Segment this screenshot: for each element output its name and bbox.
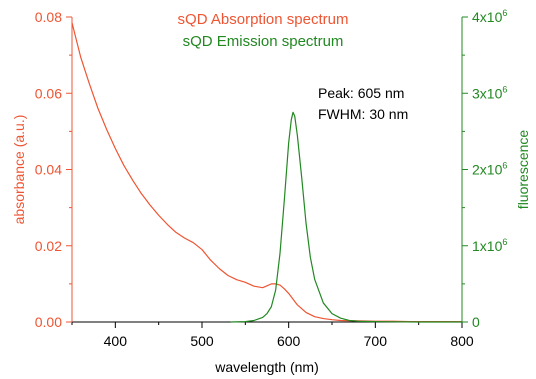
y2-tick-label: 0	[472, 314, 480, 330]
y-axis-right-ticks: 0 1x106 2x106 3x106 4x106	[462, 8, 507, 330]
y2-tick-label: 3x106	[472, 84, 507, 101]
y-tick-label: 0.06	[35, 85, 62, 101]
y-tick-label: 0.04	[35, 162, 62, 178]
x-axis-label: wavelength (nm)	[214, 359, 319, 375]
y-axis-right-label: fluorescence	[515, 130, 531, 210]
y2-tick-label: 4x106	[472, 8, 507, 25]
y2-tick-label: 1x106	[472, 237, 507, 254]
x-tick-label: 500	[190, 333, 214, 349]
y-tick-label: 0.08	[35, 9, 62, 25]
x-axis-ticks: 400 500 600 700 800	[72, 322, 474, 349]
y-tick-label: 0.02	[35, 238, 62, 254]
x-tick-label: 400	[104, 333, 128, 349]
y-axis-left-ticks: 0.00 0.02 0.04 0.06 0.08	[35, 9, 72, 330]
absorption-series-line	[72, 23, 462, 322]
plot-frame	[72, 17, 462, 322]
y-tick-label: 0.00	[35, 314, 62, 330]
y-axis-left-label: absorbance (a.u.)	[11, 115, 27, 225]
x-tick-label: 600	[277, 333, 301, 349]
series-layer	[72, 23, 462, 322]
x-tick-label: 700	[364, 333, 388, 349]
legend-absorption-label: sQD Absorption spectrum	[178, 11, 349, 28]
emission-series-line	[231, 112, 462, 322]
x-tick-label: 800	[450, 333, 474, 349]
annotation-fwhm: FWHM: 30 nm	[318, 106, 408, 122]
legend-emission-label: sQD Emission spectrum	[183, 33, 344, 50]
y2-tick-label: 2x106	[472, 161, 507, 178]
annotation-peak: Peak: 605 nm	[318, 85, 404, 101]
